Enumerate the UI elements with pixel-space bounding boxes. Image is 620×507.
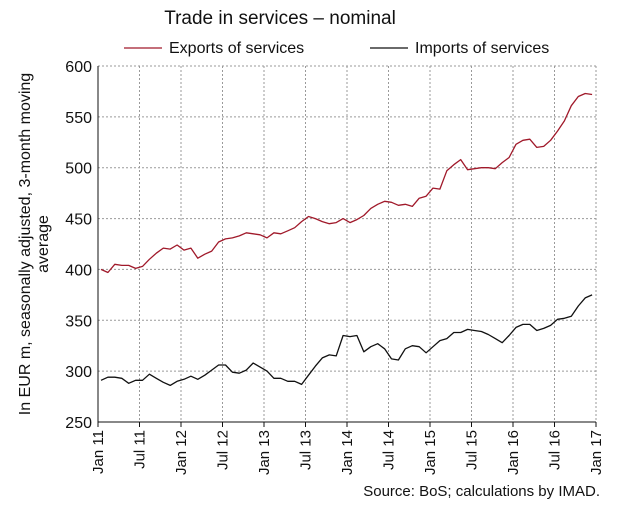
x-tick-label: Jan 17 (588, 430, 605, 475)
y-tick-label: 350 (65, 313, 92, 330)
y-tick-label: 600 (65, 59, 92, 76)
x-tick-label: Jul 14 (381, 430, 398, 470)
series-line-exports-of-services (100, 92, 593, 274)
x-tick-label: Jan 16 (505, 430, 522, 475)
legend-label: Imports of services (415, 40, 549, 57)
series-line-imports-of-services (100, 294, 593, 387)
y-tick-label: 550 (65, 110, 92, 127)
x-tick-label: Jul 13 (298, 430, 315, 470)
axes: 250 300 350 400 450 500 550 600 Jan 11 Jul 11 Jan … (65, 59, 605, 475)
x-tick-label: Jul 16 (547, 430, 564, 470)
x-tick-label: Jan 14 (339, 430, 356, 475)
y-tick-label: 500 (65, 161, 92, 178)
y-tick-label: 250 (65, 415, 92, 432)
x-tick-label: Jan 12 (173, 430, 190, 475)
y-tick-label: 400 (65, 262, 92, 279)
y-axis-label: In EUR m, seasonally adjusted, 3-month m… (17, 73, 52, 415)
x-tick-label: Jan 11 (90, 430, 107, 474)
legend: Exports of services Imports of services (124, 40, 549, 57)
x-tick-label: Jul 11 (132, 430, 149, 469)
x-tick-label: Jul 15 (464, 430, 481, 470)
source-note: Source: BoS; calculations by IMAD. (363, 483, 600, 500)
x-tick-label: Jan 15 (422, 430, 439, 475)
x-tick-label: Jul 12 (215, 430, 232, 470)
gridlines (98, 65, 597, 422)
x-tick-label: Jan 13 (256, 430, 273, 475)
y-tick-label: 300 (65, 364, 92, 381)
chart-title: Trade in services – nominal (164, 8, 396, 29)
y-tick-label: 450 (65, 212, 92, 229)
legend-label: Exports of services (169, 40, 304, 57)
series-lines (100, 92, 593, 387)
